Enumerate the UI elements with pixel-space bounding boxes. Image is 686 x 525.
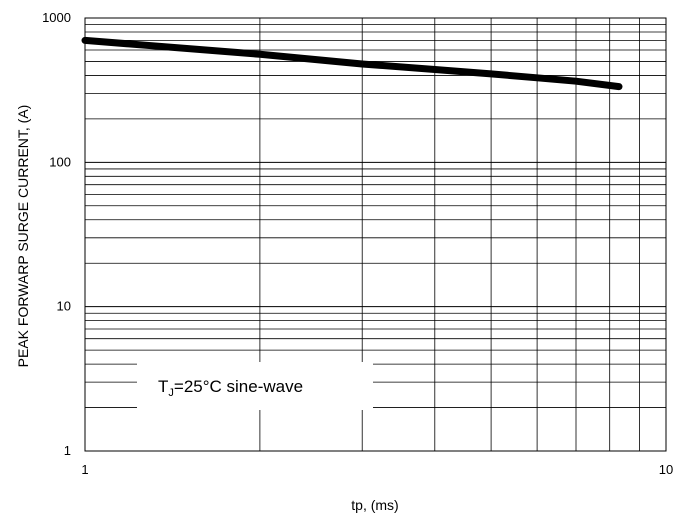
y-tick-label: 1000 bbox=[42, 10, 71, 25]
plot-frame bbox=[84, 17, 667, 452]
annotation-suffix: =25°C sine-wave bbox=[174, 377, 303, 396]
x-axis-label: tp, (ms) bbox=[351, 497, 398, 513]
x-tick-label: 1 bbox=[81, 462, 88, 477]
annotation-background bbox=[137, 362, 373, 410]
annotation-text: TJ=25°C sine-wave bbox=[158, 377, 303, 399]
tick-labels: 1 10 1 10 100 1000 bbox=[42, 10, 673, 477]
annotation-prefix: T bbox=[158, 377, 168, 396]
series-curve bbox=[81, 36, 623, 91]
y-tick-label: 10 bbox=[57, 299, 71, 314]
y-tick-label: 100 bbox=[49, 154, 71, 169]
annotation-box: TJ=25°C sine-wave bbox=[137, 362, 373, 410]
annotation-subscript: J bbox=[168, 387, 174, 399]
series-line bbox=[81, 36, 623, 91]
y-tick-label: 1 bbox=[64, 443, 71, 458]
grid bbox=[85, 18, 666, 451]
x-tick-label: 10 bbox=[659, 462, 673, 477]
y-axis-label: PEAK FORWARP SURGE CURRENT, (A) bbox=[15, 105, 31, 368]
